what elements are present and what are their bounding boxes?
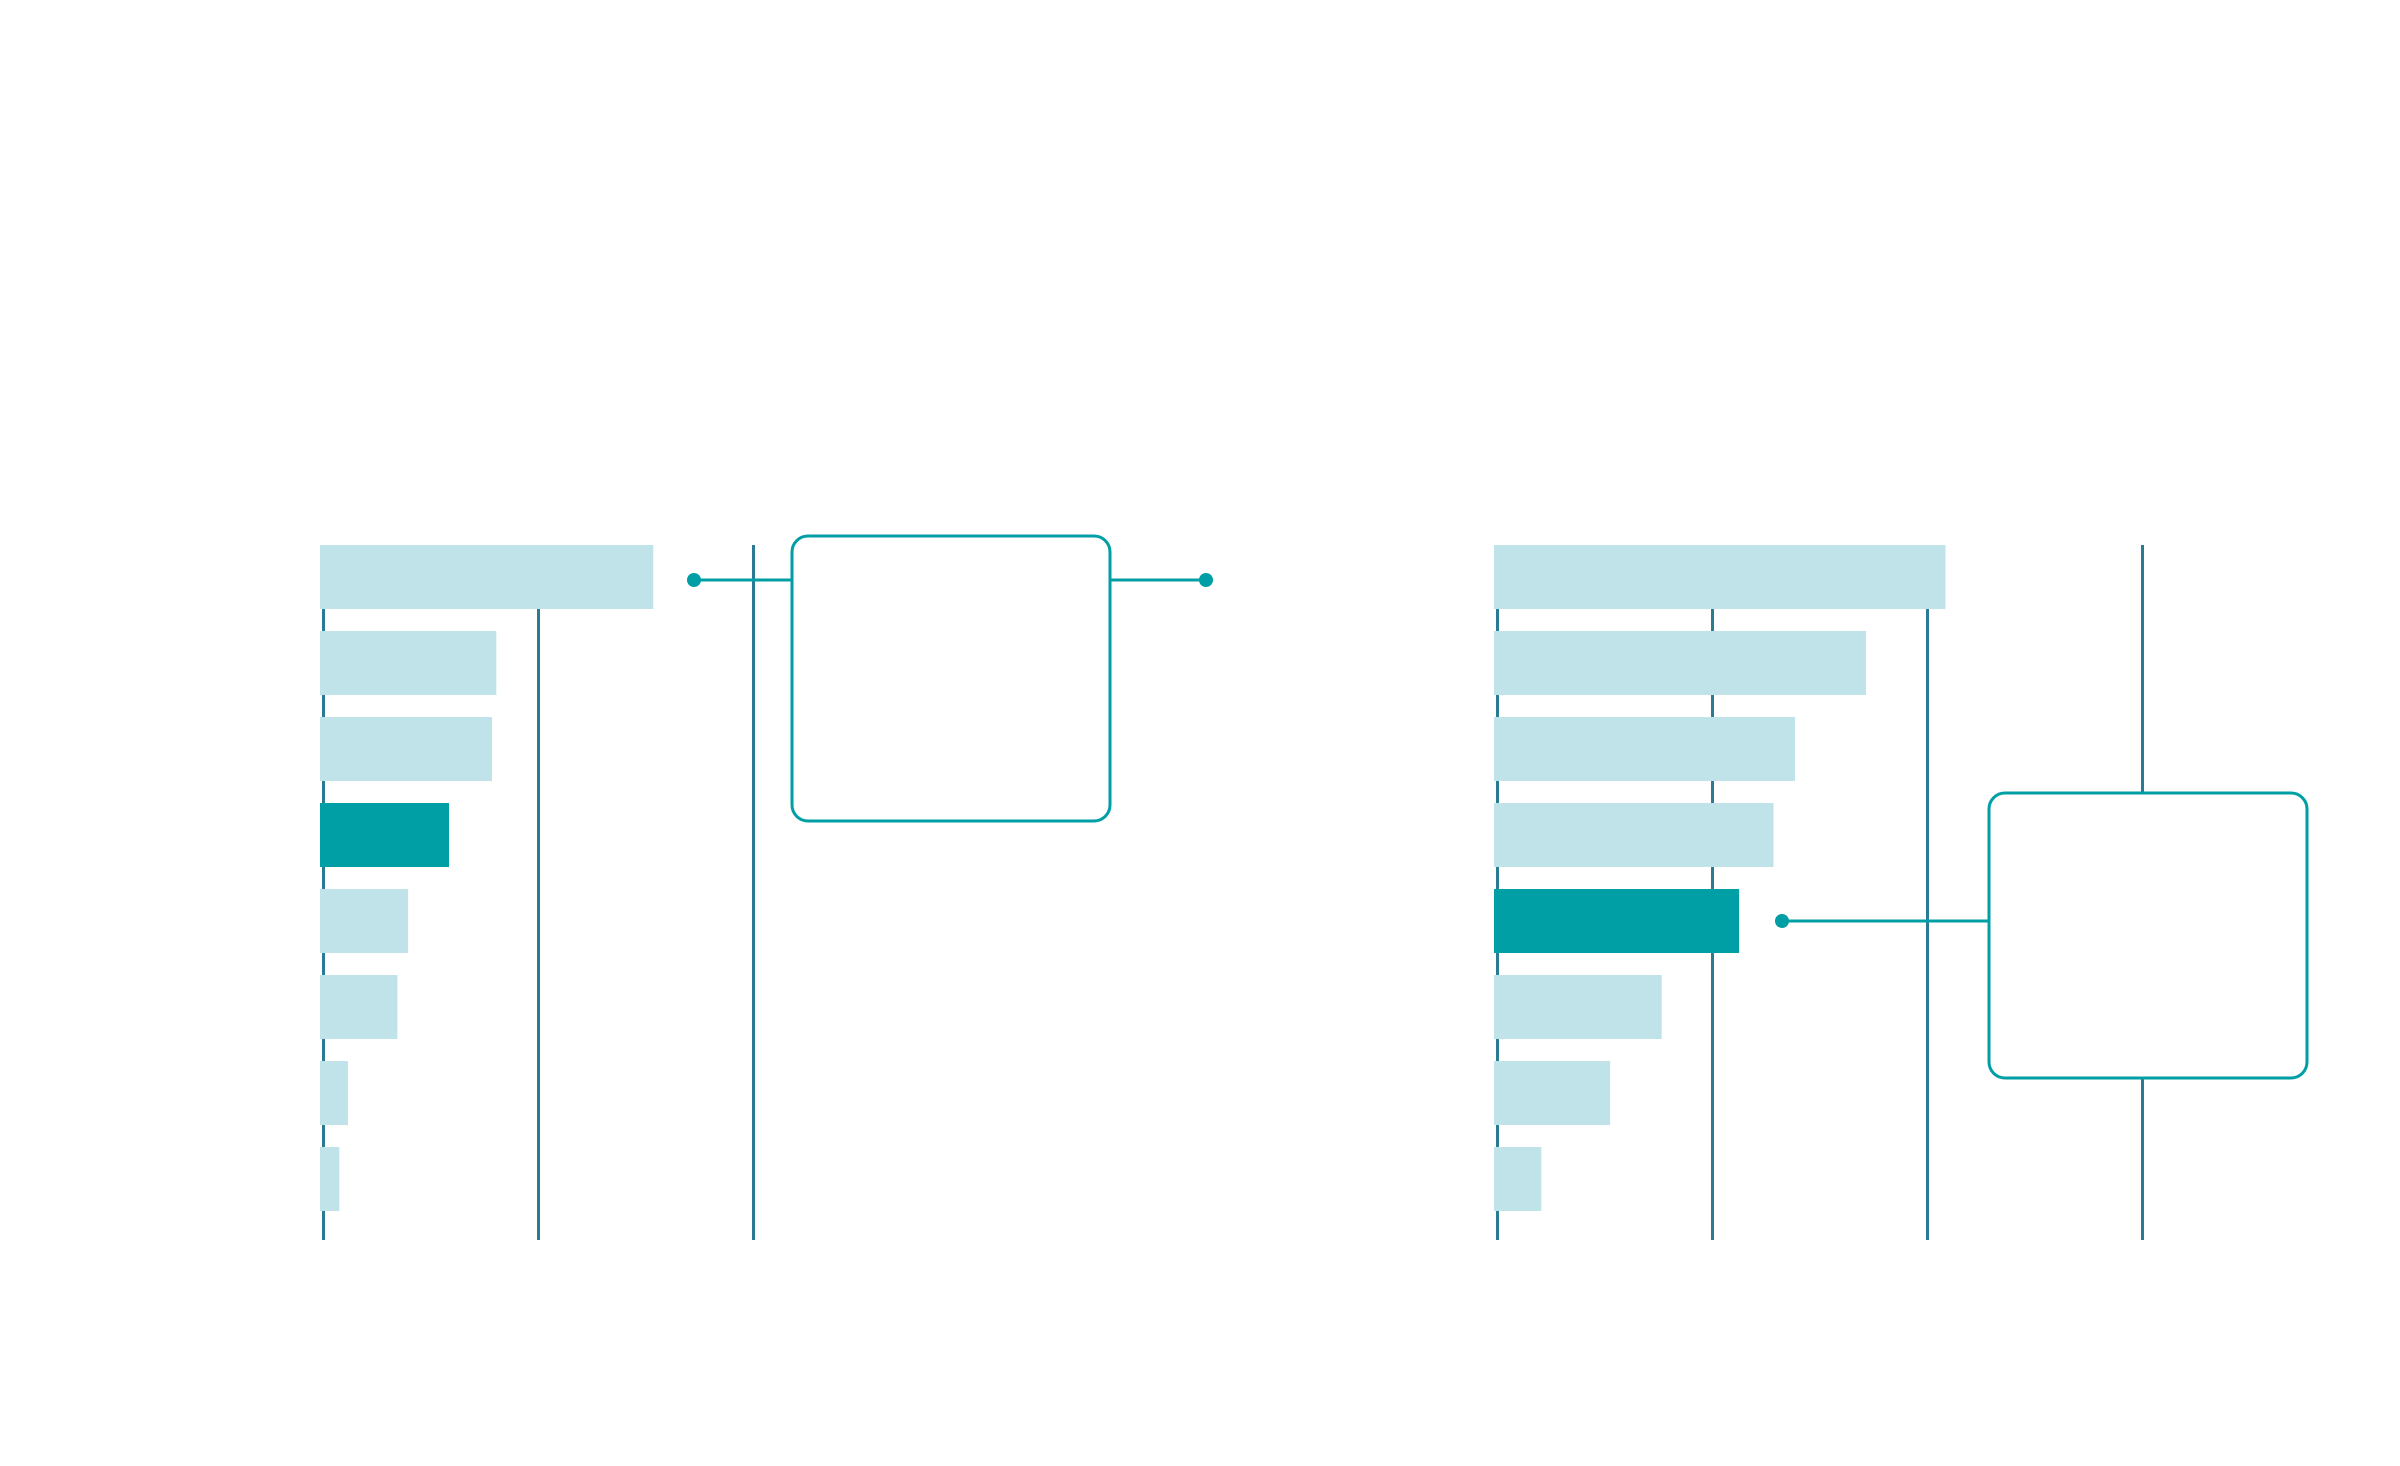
right-bar-chart [1494, 545, 2309, 1240]
callout-box [1987, 791, 2309, 1080]
highlighted-bar [320, 803, 449, 867]
bar-0 [320, 545, 654, 609]
bar-5 [1494, 975, 1662, 1039]
bar-2 [320, 717, 492, 781]
highlighted-bar [1494, 889, 1740, 953]
bar-2 [1494, 717, 1795, 781]
bar-7 [1494, 1147, 1542, 1211]
callout-dot-left [687, 573, 701, 587]
left-bar-chart [320, 534, 1213, 1240]
bar-6 [320, 1061, 348, 1125]
bar-5 [320, 975, 398, 1039]
bar-7 [320, 1147, 340, 1211]
bar-1 [320, 631, 497, 695]
bar-6 [1494, 1061, 1611, 1125]
callout-box [790, 534, 1112, 823]
bar-4 [320, 889, 409, 953]
bar-0 [1494, 545, 1946, 609]
bar-3 [1494, 803, 1774, 867]
callout-dot [1775, 914, 1789, 928]
bar-1 [1494, 631, 1866, 695]
callout-dot-right [1199, 573, 1213, 587]
